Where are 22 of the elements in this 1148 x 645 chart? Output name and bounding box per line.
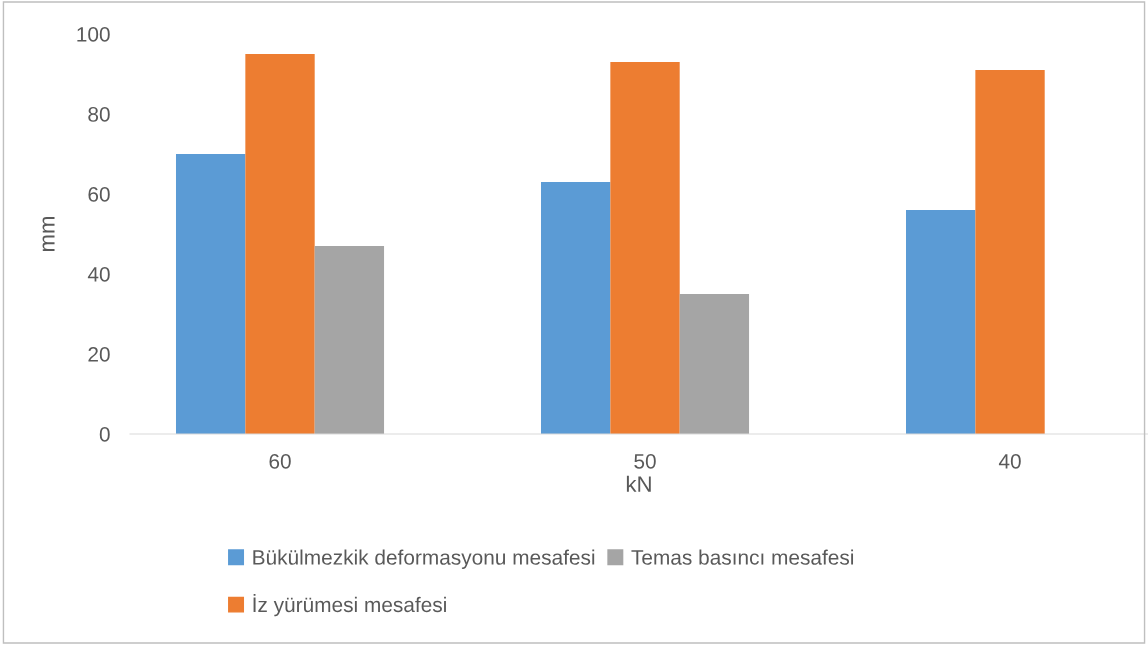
bar [679, 294, 750, 434]
bar [610, 62, 680, 434]
y-tick-label: 40 [87, 267, 110, 282]
bar [906, 210, 976, 434]
bar [541, 182, 611, 434]
bar [314, 246, 385, 434]
x-tick-label: 60 [269, 453, 291, 469]
y-tick-label: 100 [77, 27, 110, 42]
y-tick-label: 80 [88, 107, 110, 122]
bar [975, 70, 1045, 434]
x-tick-label: 40 [998, 453, 1021, 469]
legend-label: Temas basıncı mesafesi [631, 549, 854, 565]
bar [175, 154, 246, 434]
x-tick-label: 50 [634, 453, 656, 469]
x-axis-title: kN [626, 475, 651, 492]
legend-label: İz yürümesi mesafesi [253, 593, 446, 617]
legend-label: Bükülmezkik deformasyonu mesafesi [253, 549, 595, 569]
y-tick-label: 0 [99, 427, 110, 442]
bar [245, 54, 315, 434]
y-axis-title: mm [42, 216, 55, 252]
y-tick-label: 20 [88, 347, 110, 362]
y-tick-label: 60 [88, 187, 110, 202]
